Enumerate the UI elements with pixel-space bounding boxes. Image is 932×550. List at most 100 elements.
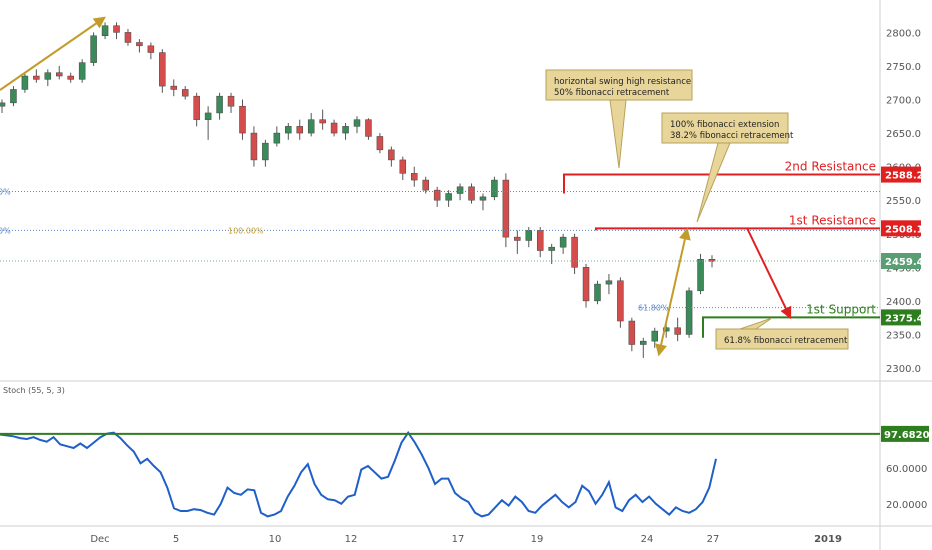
level-label-1st-resistance: 1st Resistance: [789, 213, 876, 227]
note-fib-extension-box: [661, 112, 789, 144]
price-1st-resistance-tag-label: 2508.1: [885, 224, 924, 235]
candle-body: [136, 42, 143, 47]
time-tick-label: 19: [531, 534, 544, 545]
candle-body: [342, 126, 349, 134]
price-tick-label: 2650.0: [886, 129, 921, 140]
candle-body: [319, 119, 326, 124]
candle-body: [433, 189, 441, 201]
price-2nd-resistance-tag-label: 2588.2: [885, 171, 924, 182]
time-tick-label: 12: [345, 534, 358, 545]
candle-body: [605, 280, 613, 285]
trend-arrow-up: [0, 16, 106, 91]
candle-body: [124, 32, 132, 43]
note-fib-618-pointer: [739, 317, 773, 330]
candle-body: [67, 75, 74, 80]
forecast-arrow-down: [746, 227, 792, 320]
support-resistance-levels: 2nd Resistance 1st Resistance 1st Support: [563, 160, 880, 338]
candle-body: [514, 236, 521, 241]
level-line-1st-support: [702, 316, 880, 338]
candle-body: [685, 290, 693, 335]
fib-label-100: 100.00%: [228, 226, 264, 235]
candle-body: [491, 179, 498, 198]
note-fib-618-line1: 61.8% fibonacci retracement: [724, 336, 848, 346]
candle-body: [479, 196, 487, 201]
candle-body: [273, 132, 281, 144]
price-tick-label: 2350.0: [886, 330, 921, 341]
candle-body: [10, 89, 17, 104]
candle-body: [0, 102, 6, 107]
candle-body: [571, 236, 578, 268]
candle-body: [216, 95, 223, 114]
candle-body: [411, 173, 418, 181]
candle-body: [365, 119, 372, 137]
candle-body: [388, 149, 395, 161]
price-1st-support-tag-label: 2375.4: [885, 313, 924, 324]
candle-body: [502, 179, 510, 238]
level-line-1st-resistance: [595, 227, 880, 231]
candle-body: [422, 179, 429, 191]
candle-body: [445, 193, 452, 201]
candle-body: [285, 126, 292, 134]
candle-body: [525, 230, 533, 241]
annotation-arrows: [0, 16, 792, 357]
candle-body: [399, 159, 407, 174]
time-tick-label: Dec: [90, 534, 109, 545]
note-fib-618-box: [715, 328, 849, 350]
time-tick-label: 10: [269, 534, 282, 545]
price-current-tag-label: 2459.4: [885, 257, 924, 268]
stochastic-panel: Stoch (55, 5, 3): [0, 386, 880, 518]
candle-body: [204, 112, 212, 120]
candle-body: [651, 330, 658, 342]
candle-body: [330, 122, 338, 134]
fib-label-left-a: 0%: [0, 187, 11, 196]
level-label-1st-support: 1st Support: [806, 302, 876, 316]
candle-body: [250, 132, 258, 161]
candle-body: [674, 327, 681, 335]
candle-body: [262, 142, 269, 161]
candle-body: [468, 186, 475, 201]
candle-body: [353, 119, 361, 127]
stoch-level-tag-label: 97.6820: [884, 430, 930, 441]
candle-body: [193, 95, 200, 120]
note-swing-high-line2: 50% fibonacci retracement: [554, 88, 670, 98]
time-tick-label: 2019: [814, 534, 842, 545]
candle-body: [90, 35, 97, 63]
candle-body: [296, 126, 303, 134]
stoch-tick-label: 20.0000: [886, 500, 927, 511]
fib-label-left-b: 0%: [0, 226, 11, 235]
candle-body: [376, 136, 384, 151]
candle-body: [170, 85, 178, 90]
note-swing-high-line1: horizontal swing high resistance: [554, 77, 691, 87]
price-tick-label: 2750.0: [886, 62, 921, 73]
candle-body: [708, 259, 716, 262]
price-current-tag: [881, 253, 921, 270]
note-fib-extension-pointer: [696, 142, 731, 223]
stoch-title: Stoch (55, 5, 3): [3, 386, 65, 395]
candle-body: [147, 45, 155, 53]
candle-body: [307, 119, 315, 134]
candle-body: [594, 283, 601, 302]
level-line-2nd-resistance: [563, 173, 880, 194]
time-tick-label: 17: [452, 534, 465, 545]
price-tick-label: 2800.0: [886, 28, 921, 39]
price-tick-label: 2400.0: [886, 297, 921, 308]
candle-body: [101, 25, 109, 37]
candle-body: [697, 259, 704, 292]
axes: 2300.02350.02400.02450.02500.02550.02600…: [90, 28, 929, 545]
candle-body: [559, 236, 567, 248]
price-2nd-resistance-tag: [881, 166, 921, 183]
level-label-2nd-resistance: 2nd Resistance: [785, 160, 876, 174]
time-tick-label: 24: [641, 534, 654, 545]
stoch-line: [0, 430, 717, 518]
candle-body: [44, 72, 52, 80]
fib-label-618: 61.80%: [638, 304, 669, 313]
candle-body: [456, 186, 464, 194]
candle-body: [582, 267, 590, 302]
stoch-level-tag: [881, 425, 929, 442]
candle-body: [33, 75, 40, 80]
candle-body: [640, 340, 647, 345]
price-1st-resistance-tag: [881, 220, 921, 237]
note-fib-extension-line2: 38.2% fibonacci retracement: [670, 131, 794, 141]
